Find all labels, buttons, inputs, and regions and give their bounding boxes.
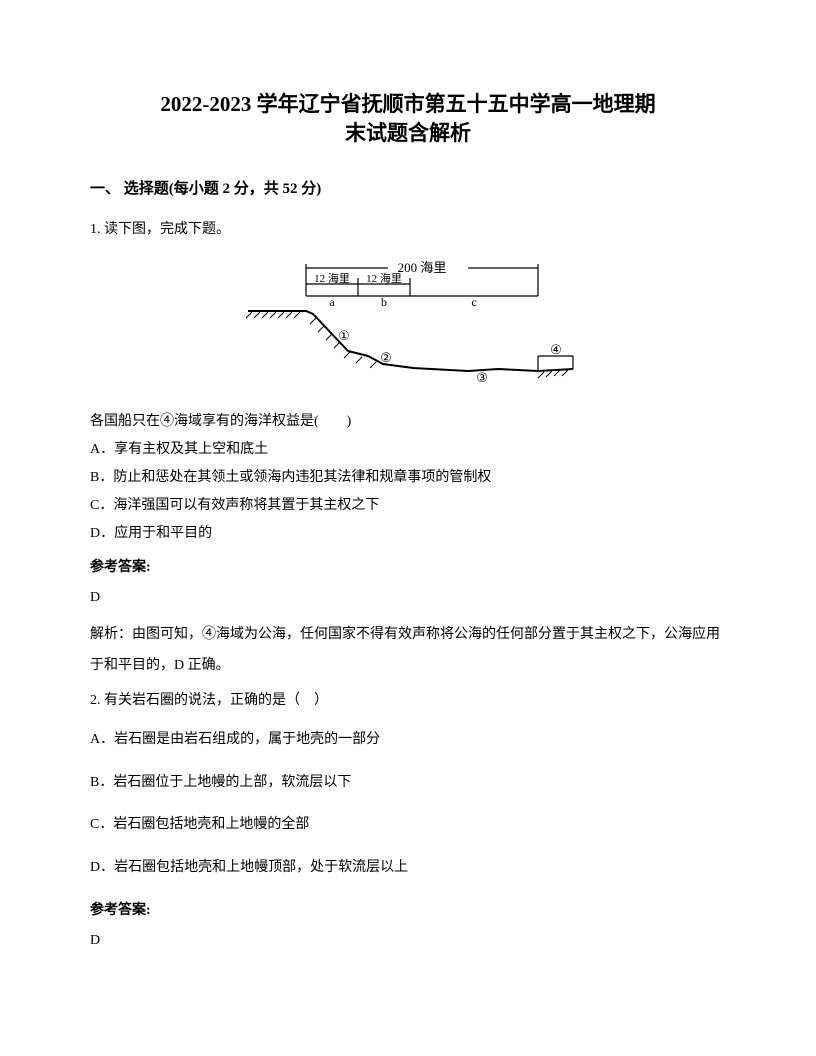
q2-prompt: 2. 有关岩石圈的说法，正确的是（ ）	[90, 689, 726, 709]
circle-3: ③	[476, 370, 488, 385]
q1-question: 各国船只在④海域享有的海洋权益是( )	[90, 408, 726, 436]
title-line-1: 2022-2023 学年辽宁省抚顺市第五十五中学高一地理期	[90, 90, 726, 119]
q1-explanation: 解析：由图可知，④海域为公海，任何国家不得有效声称将公海的任何部分置于其主权之下…	[90, 620, 726, 682]
q1-answer-label: 参考答案:	[90, 556, 726, 576]
q2-answer-value: D	[90, 933, 726, 949]
q2-answer-label: 参考答案:	[90, 899, 726, 919]
zone-b: b	[381, 295, 387, 309]
q1-option-d: D．应用于和平目的	[90, 520, 726, 548]
q1-diagram: 200 海里 12 海里 12 海里 a b c	[90, 256, 726, 386]
q2-option-d: D．岩石圈包括地壳和上地幔顶部，处于软流层以上	[90, 857, 726, 879]
label-200: 200 海里	[398, 260, 447, 275]
circle-1: ①	[338, 328, 350, 343]
zone-c: c	[471, 295, 476, 309]
label-12-right: 12 海里	[366, 271, 402, 285]
title-line-2: 末试题含解析	[90, 119, 726, 148]
q1-option-b: B．防止和惩处在其领土或领海内违犯其法律和规章事项的管制权	[90, 464, 726, 492]
q1-option-c: C．海洋强国可以有效声称将其置于其主权之下	[90, 492, 726, 520]
ocean-zones-diagram: 200 海里 12 海里 12 海里 a b c	[238, 256, 578, 386]
q1-option-a: A．享有主权及其上空和底土	[90, 436, 726, 464]
q1-answer-value: D	[90, 590, 726, 606]
exam-title: 2022-2023 学年辽宁省抚顺市第五十五中学高一地理期 末试题含解析	[90, 90, 726, 149]
q2-option-b: B．岩石圈位于上地幔的上部，软流层以下	[90, 772, 726, 794]
section-heading: 一、 选择题(每小题 2 分，共 52 分)	[90, 177, 726, 198]
label-12-left: 12 海里	[314, 271, 350, 285]
q2-option-a: A．岩石圈是由岩石组成的，属于地壳的一部分	[90, 729, 726, 751]
circle-2: ②	[380, 350, 392, 365]
circle-4: ④	[550, 342, 562, 357]
zone-a: a	[329, 295, 335, 309]
q2-option-c: C．岩石圈包括地壳和上地幔的全部	[90, 814, 726, 836]
q1-prompt: 1. 读下图，完成下题。	[90, 218, 726, 238]
